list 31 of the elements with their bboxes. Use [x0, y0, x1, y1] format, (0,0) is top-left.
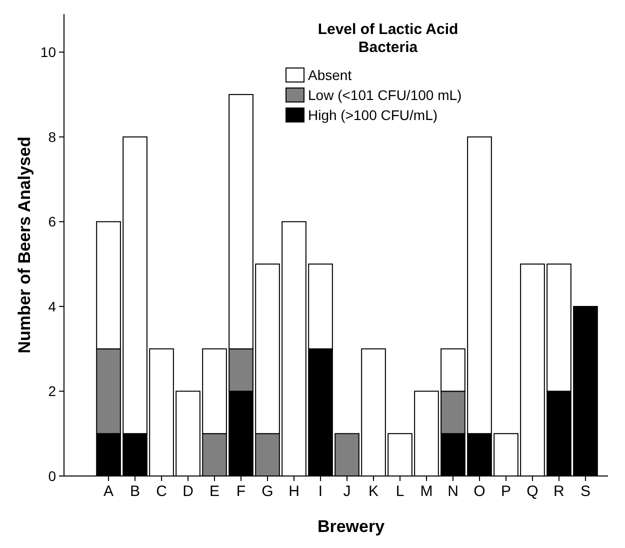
- x-axis-title: Brewery: [317, 517, 386, 536]
- x-tick-label: F: [236, 483, 246, 500]
- x-tick-label: L: [396, 483, 404, 500]
- legend-label: Low (<101 CFU/100 mL): [308, 87, 462, 103]
- x-tick-label: I: [318, 483, 323, 500]
- x-tick-label: G: [262, 483, 274, 500]
- y-tick-label: 4: [48, 298, 56, 314]
- x-tick-label: P: [500, 483, 511, 500]
- y-tick-label: 6: [48, 214, 56, 230]
- legend-label: High (>100 CFU/mL): [308, 107, 438, 123]
- x-tick-label: S: [580, 483, 590, 500]
- x-tick-label: B: [130, 483, 140, 500]
- x-tick-label: M: [420, 483, 433, 500]
- x-tick-label: C: [156, 483, 168, 500]
- y-tick-label: 2: [48, 383, 56, 400]
- x-tick-label: Q: [526, 483, 538, 500]
- legend-title: Level of Lactic Acid Bacteria: [318, 21, 458, 56]
- legend-label: Absent: [308, 67, 352, 83]
- y-tick-label: 8: [48, 128, 56, 145]
- x-tick-label: H: [288, 483, 300, 500]
- y-tick-label: 10: [40, 44, 56, 60]
- x-tick-label: N: [448, 483, 458, 500]
- y-axis-title: Number of Beers Analysed: [15, 136, 34, 354]
- x-tick-label: D: [182, 483, 194, 500]
- y-tick-label: 0: [48, 468, 56, 484]
- x-tick-label: K: [368, 483, 379, 500]
- x-tick-label: O: [474, 483, 486, 500]
- x-tick-label: R: [554, 483, 565, 500]
- x-tick-label: E: [210, 483, 220, 500]
- x-tick-label: A: [104, 483, 114, 500]
- x-tick-label: J: [343, 483, 351, 500]
